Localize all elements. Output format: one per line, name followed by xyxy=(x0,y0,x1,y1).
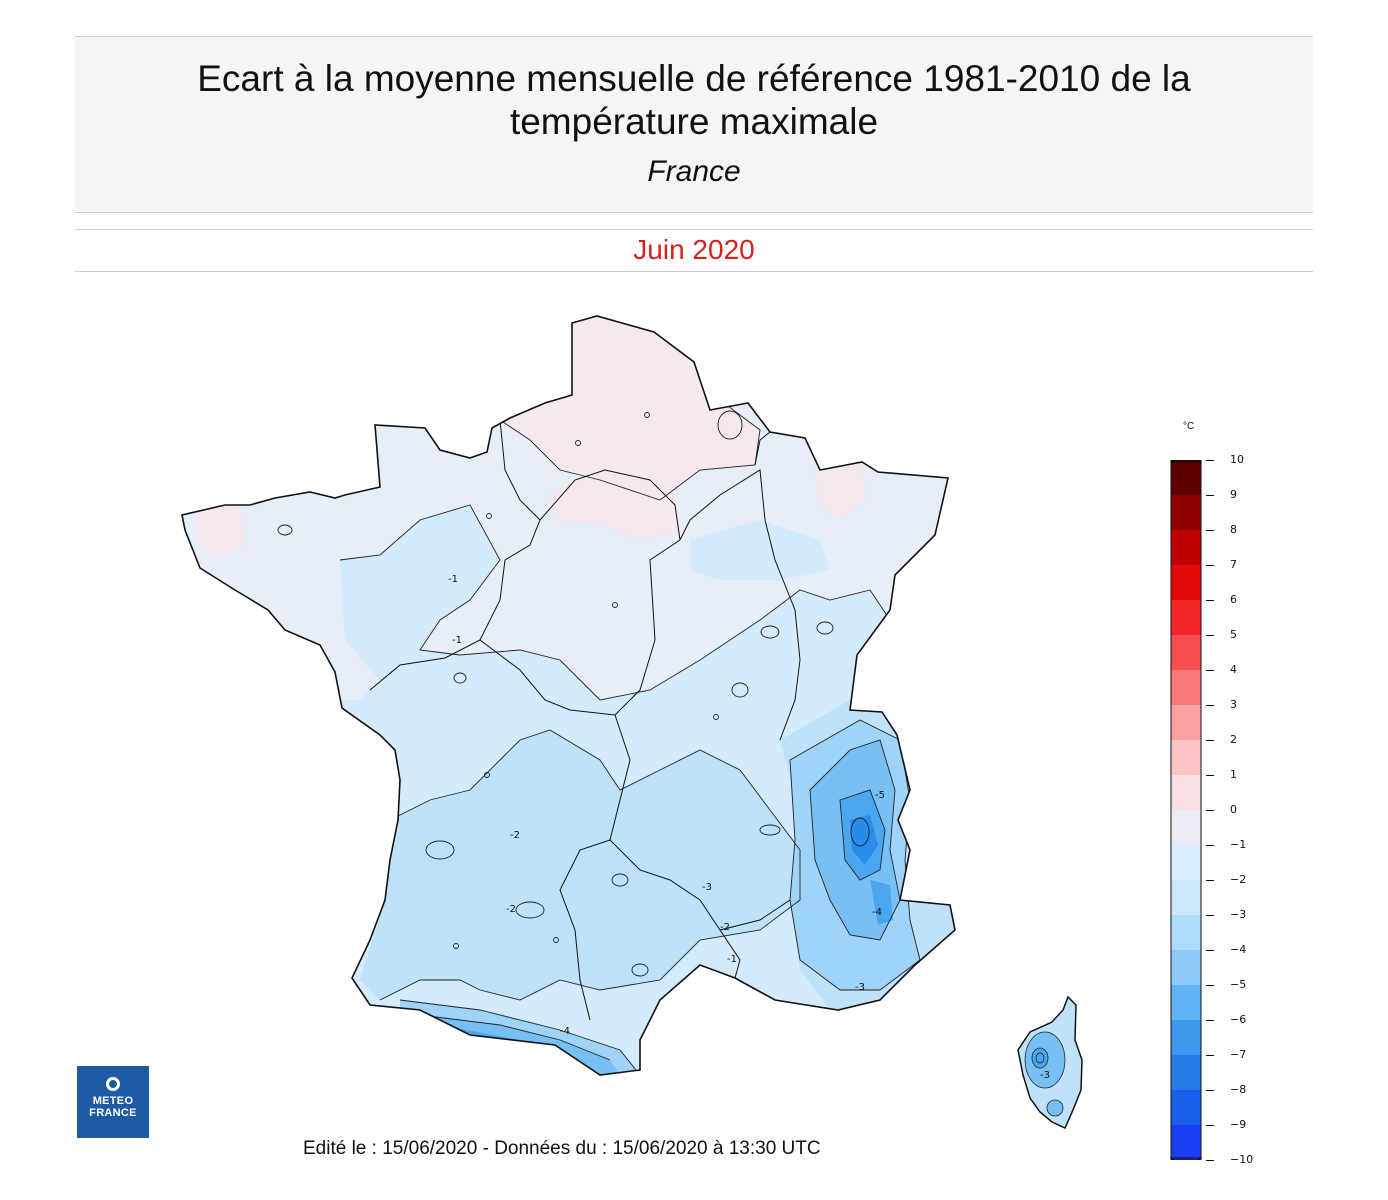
contour-label: -3 xyxy=(1040,1070,1050,1081)
legend-label: −8 xyxy=(1230,1083,1247,1096)
legend-tick xyxy=(1206,1055,1214,1056)
legend-unit: °C xyxy=(1183,421,1195,432)
legend-label: 6 xyxy=(1230,593,1237,606)
contour-label: -2 xyxy=(510,830,520,841)
legend-cell xyxy=(1171,460,1201,495)
legend-label: 2 xyxy=(1230,733,1237,746)
legend-cell xyxy=(1171,950,1201,985)
legend-cell xyxy=(1171,880,1201,915)
legend-tick xyxy=(1206,705,1214,706)
corsica-shading xyxy=(1018,997,1082,1128)
legend-cell xyxy=(1171,600,1201,635)
contour-label: -1 xyxy=(727,954,737,965)
edition-footer: Edité le : 15/06/2020 - Données du : 15/… xyxy=(303,1138,821,1159)
legend-tick xyxy=(1206,1090,1214,1091)
legend-cell xyxy=(1171,1090,1201,1125)
legend-cell xyxy=(1171,985,1201,1020)
legend-tick xyxy=(1206,1020,1214,1021)
legend-label: −2 xyxy=(1230,873,1247,886)
legend-label: −6 xyxy=(1230,1013,1247,1026)
legend-tick xyxy=(1206,985,1214,986)
legend-tick xyxy=(1206,775,1214,776)
period-label: Juin 2020 xyxy=(633,234,755,265)
contour-label: -4 xyxy=(560,1026,570,1037)
logo-icon xyxy=(106,1077,120,1091)
legend-cell xyxy=(1171,565,1201,600)
meteo-france-logo: METEO FRANCE xyxy=(77,1066,149,1138)
legend-label: −9 xyxy=(1230,1118,1247,1131)
legend-tick xyxy=(1206,600,1214,601)
legend-tick xyxy=(1206,670,1214,671)
legend-cell xyxy=(1171,845,1201,880)
corsica-coastline xyxy=(1017,995,1083,1129)
contour-label: -4 xyxy=(872,907,882,918)
legend-label: 4 xyxy=(1230,663,1237,676)
legend-label: 8 xyxy=(1230,523,1237,536)
legend-tick xyxy=(1206,740,1214,741)
legend-label: 1 xyxy=(1230,768,1237,781)
map-region: France xyxy=(647,155,741,188)
legend-label: −1 xyxy=(1230,838,1247,851)
legend-label: 7 xyxy=(1230,558,1237,571)
legend-tick xyxy=(1206,530,1214,531)
legend-cell xyxy=(1171,670,1201,705)
legend-tick xyxy=(1206,950,1214,951)
france-coastline xyxy=(181,315,956,1076)
legend-label: −3 xyxy=(1230,908,1247,921)
contour-label: -3 xyxy=(855,982,865,993)
logo-line2: FRANCE xyxy=(89,1107,137,1119)
legend-cell xyxy=(1171,775,1201,810)
legend-tick xyxy=(1206,635,1214,636)
period-panel: Juin 2020 xyxy=(75,229,1313,272)
legend-label: 5 xyxy=(1230,628,1237,641)
legend-cell xyxy=(1171,495,1201,530)
legend-tick xyxy=(1206,1160,1214,1161)
legend-cell xyxy=(1171,1055,1201,1090)
corsica-isotherms xyxy=(1024,1031,1066,1117)
legend-label: −4 xyxy=(1230,943,1247,956)
legend-tick xyxy=(1206,915,1214,916)
legend-tick xyxy=(1206,495,1214,496)
legend-label: −5 xyxy=(1230,978,1247,991)
legend-cell xyxy=(1171,810,1201,845)
region-boundaries xyxy=(369,419,801,1021)
contour-label: -1 xyxy=(452,635,462,646)
logo-line1: METEO xyxy=(92,1095,134,1107)
legend-tick xyxy=(1206,810,1214,811)
contour-label: -2 xyxy=(720,922,730,933)
contour-label: -2 xyxy=(506,904,516,915)
color-legend: °C 10 9 8 7 6 5 4 3 2 1 0 −1 −2 −3 −4 −5 −6 −7 −8 −9 −10 xyxy=(1150,415,1270,1175)
legend-label: 0 xyxy=(1230,803,1237,816)
legend-cell xyxy=(1171,740,1201,775)
legend-tick xyxy=(1206,1125,1214,1126)
legend-label: −7 xyxy=(1230,1048,1247,1061)
legend-label: 9 xyxy=(1230,488,1237,501)
legend-cell xyxy=(1171,1125,1201,1160)
legend-tick xyxy=(1206,845,1214,846)
mainland-shading xyxy=(182,316,955,1075)
legend-tick xyxy=(1206,460,1214,461)
legend-tick xyxy=(1206,565,1214,566)
contour-labels: -1 -1 -1 -2 -2 -2 -3 -3 -4 -5 -3 -4 xyxy=(448,574,1050,1081)
legend-tick xyxy=(1206,880,1214,881)
legend-frame xyxy=(1170,460,1202,1160)
map-title: Ecart à la moyenne mensuelle de référenc… xyxy=(197,58,1191,142)
legend-cell xyxy=(1171,530,1201,565)
legend-cell xyxy=(1171,635,1201,670)
legend-label: 10 xyxy=(1230,453,1244,466)
contour-label: -3 xyxy=(702,882,712,893)
legend-colorbar xyxy=(1170,460,1202,1160)
contour-label: -1 xyxy=(448,574,458,585)
legend-cell xyxy=(1171,1020,1201,1055)
legend-label: 3 xyxy=(1230,698,1237,711)
legend-cell xyxy=(1171,705,1201,740)
legend-cell xyxy=(1171,915,1201,950)
title-panel: Ecart à la moyenne mensuelle de référenc… xyxy=(75,36,1313,213)
legend-label: −10 xyxy=(1230,1153,1254,1166)
contour-label: -5 xyxy=(875,790,885,801)
